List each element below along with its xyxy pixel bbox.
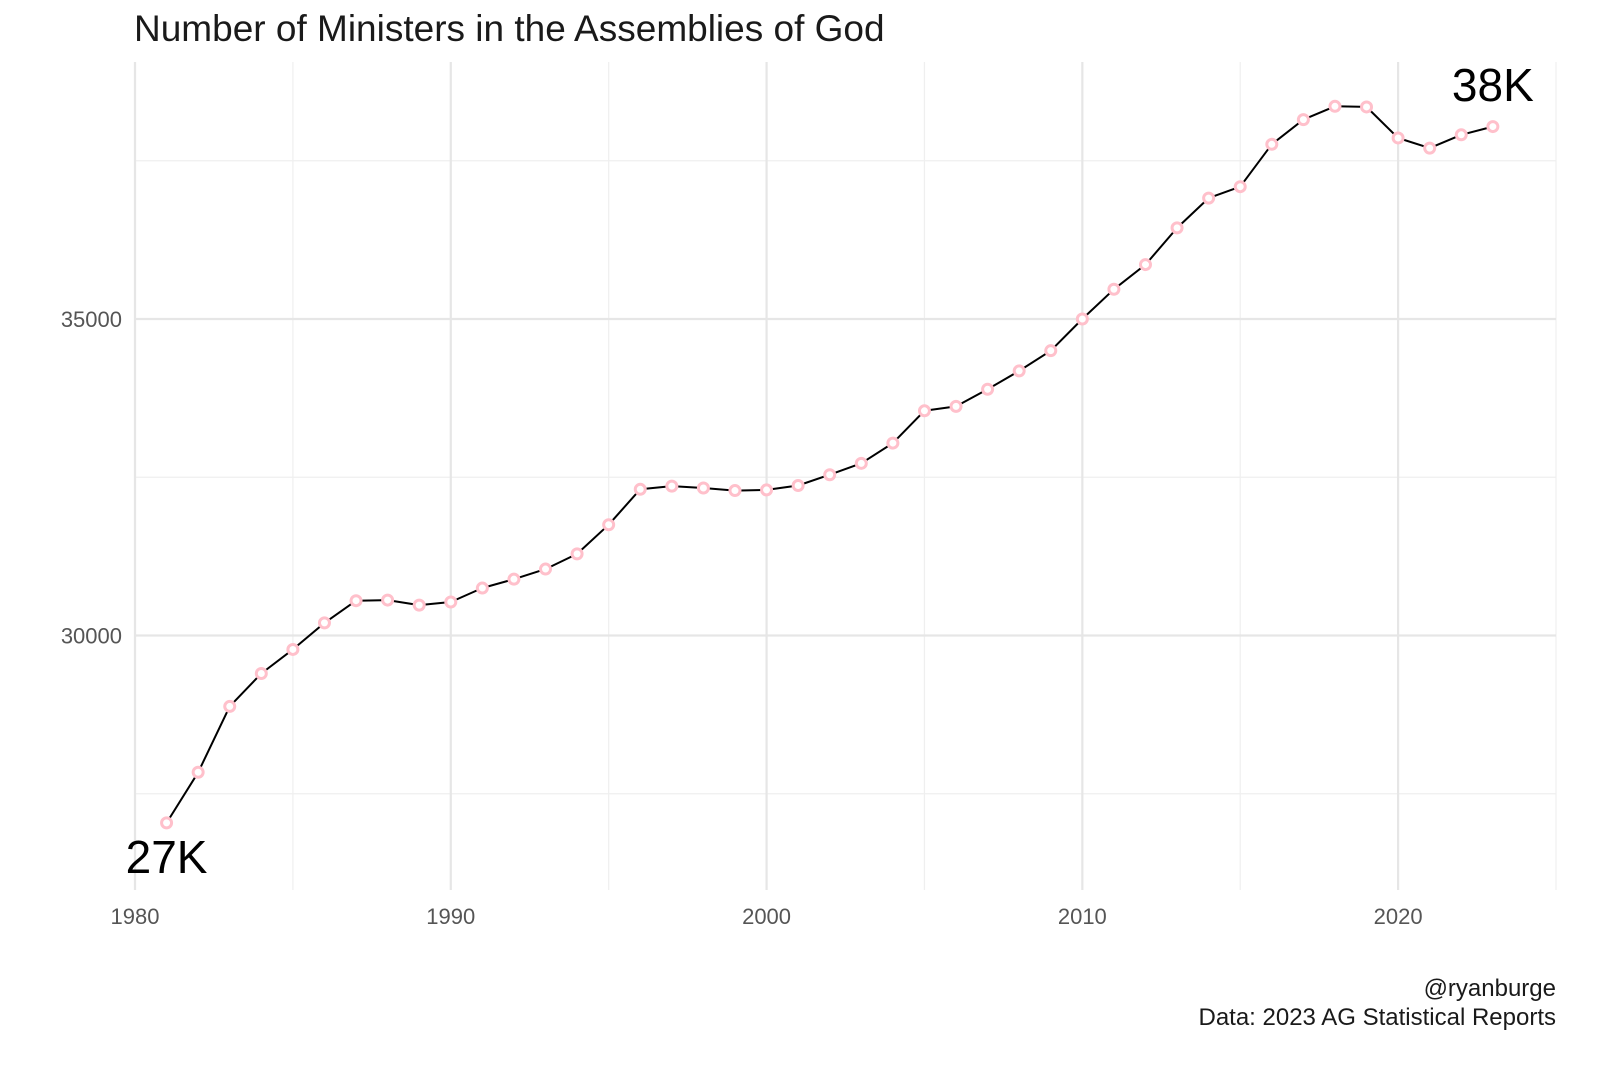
data-point: [602, 518, 616, 532]
data-point: [1233, 180, 1247, 194]
data-point: [633, 482, 647, 496]
data-point: [1360, 100, 1374, 114]
axis-ticks: 1980 1990 2000 2010 2020 30000 35000: [61, 307, 1423, 929]
data-point: [949, 399, 963, 413]
data-point: [286, 642, 300, 656]
data-point: [475, 581, 489, 595]
gridlines: [133, 62, 1557, 890]
data-point: [728, 484, 742, 498]
x-tick-label: 1990: [426, 904, 475, 929]
data-point: [1328, 99, 1342, 113]
source-text: Data: 2023 AG Statistical Reports: [1198, 1004, 1556, 1031]
data-point: [760, 483, 774, 497]
data-point: [1454, 128, 1468, 142]
data-point: [223, 699, 237, 713]
data-point: [1075, 312, 1089, 326]
x-tick-label: 1980: [111, 904, 160, 929]
data-point: [1138, 258, 1152, 272]
data-point: [254, 667, 268, 681]
y-tick-label: 35000: [61, 307, 122, 332]
data-point: [854, 456, 868, 470]
data-point: [160, 816, 174, 830]
data-point: [507, 572, 521, 586]
chart-title: Number of Ministers in the Assemblies of…: [134, 8, 885, 49]
data-point: [823, 468, 837, 482]
data-point: [444, 595, 458, 609]
data-point: [1170, 221, 1184, 235]
data-point: [1265, 137, 1279, 151]
value-annotation: 38K: [1452, 59, 1534, 111]
data-point: [981, 382, 995, 396]
annotations: 27K 38K: [126, 59, 1534, 883]
data-point: [696, 481, 710, 495]
data-point: [570, 547, 584, 561]
value-annotation: 27K: [126, 831, 208, 883]
data-point: [539, 562, 553, 576]
data-point: [317, 616, 331, 630]
data-point: [1296, 113, 1310, 127]
series-line-path: [165, 105, 1494, 824]
series-line: [160, 99, 1500, 830]
data-point: [349, 594, 363, 608]
data-point: [917, 404, 931, 418]
data-point: [1486, 120, 1500, 134]
x-tick-label: 2000: [742, 904, 791, 929]
credit-text: @ryanburge: [1423, 975, 1556, 1002]
x-tick-label: 2010: [1058, 904, 1107, 929]
data-point: [1044, 344, 1058, 358]
data-point: [1012, 364, 1026, 378]
data-point: [886, 436, 900, 450]
data-point: [1107, 282, 1121, 296]
data-point: [412, 598, 426, 612]
data-point: [191, 765, 205, 779]
data-point: [791, 478, 805, 492]
data-point: [1391, 131, 1405, 145]
data-point: [1423, 141, 1437, 155]
data-point: [665, 479, 679, 493]
y-tick-label: 30000: [61, 624, 122, 649]
data-point: [381, 593, 395, 607]
data-point: [1202, 191, 1216, 205]
x-tick-label: 2020: [1374, 904, 1423, 929]
